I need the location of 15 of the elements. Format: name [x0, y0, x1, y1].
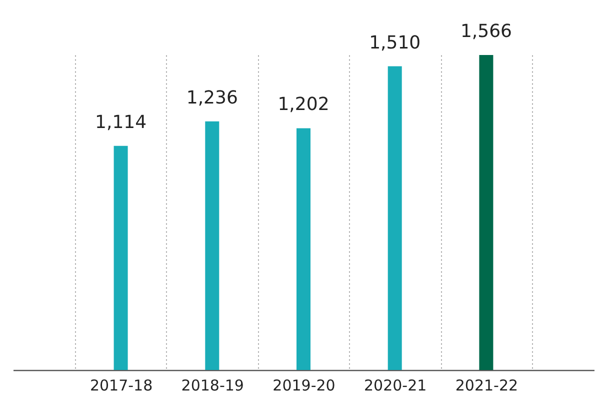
data-label: 1,510: [369, 32, 421, 54]
bar: [479, 55, 494, 370]
x-tick-label: 2021-22: [455, 376, 518, 394]
bar: [205, 121, 220, 370]
bar: [114, 146, 128, 370]
x-tick-label: 2020-21: [364, 376, 427, 394]
data-label: 1,236: [186, 87, 238, 108]
x-tick-label: 2018-19: [181, 376, 244, 394]
data-label: 1,202: [278, 94, 330, 116]
bar: [388, 66, 402, 370]
x-tick-label: 2017-18: [90, 376, 153, 394]
data-label: 1,566: [460, 21, 512, 42]
x-tick-label: 2019-20: [272, 376, 336, 394]
data-label: 1,114: [95, 112, 147, 133]
bar: [296, 128, 310, 370]
